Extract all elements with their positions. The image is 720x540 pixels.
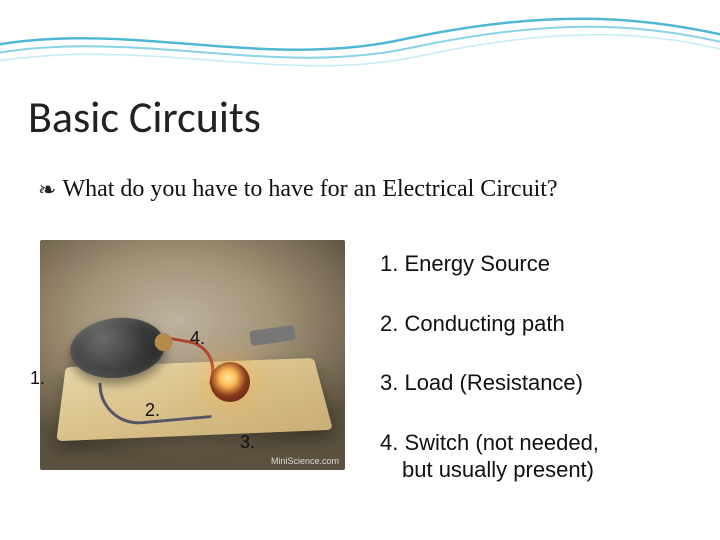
slide-title: Basic Circuits <box>28 90 261 144</box>
list-item-4-line1: 4. Switch (not needed, <box>380 429 700 457</box>
top-wave-decor <box>0 0 720 80</box>
bullet-icon: ❧ <box>38 177 56 203</box>
list-item-4: 4. Switch (not needed, but usually prese… <box>380 429 700 484</box>
answer-list: 1. Energy Source 2. Conducting path 3. L… <box>380 250 700 484</box>
bullet-row: ❧ What do you have to have for an Electr… <box>38 176 558 203</box>
list-item-4-line2: but usually present) <box>380 456 700 484</box>
bullet-text: What do you have to have for an Electric… <box>62 176 557 203</box>
photo-label-1: 1. <box>30 368 45 389</box>
list-item-3: 3. Load (Resistance) <box>380 369 700 397</box>
slide: Basic Circuits ❧ What do you have to hav… <box>0 0 720 540</box>
list-item-1: 1. Energy Source <box>380 250 700 278</box>
photo-label-3: 3. <box>240 432 255 453</box>
photo-watermark: MiniScience.com <box>271 456 339 466</box>
photo-label-2: 2. <box>145 400 160 421</box>
bulb <box>210 362 250 402</box>
circuit-photo: MiniScience.com <box>40 240 345 470</box>
photo-label-4: 4. <box>190 328 205 349</box>
list-item-2: 2. Conducting path <box>380 310 700 338</box>
